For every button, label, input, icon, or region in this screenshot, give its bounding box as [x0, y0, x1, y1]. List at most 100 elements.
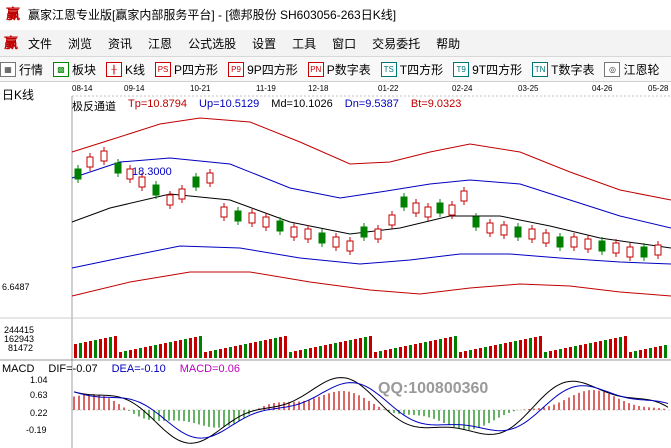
tn-icon: TN — [532, 61, 549, 77]
volume-bar — [394, 348, 397, 358]
app-logo-icon: 赢 — [6, 6, 20, 22]
macd-axis-4: -0.19 — [26, 425, 47, 435]
volume-bar — [639, 350, 642, 358]
date-label: 11-19 — [256, 84, 276, 93]
macd-value: MACD=0.06 — [179, 363, 240, 375]
date-label: 04-26 — [592, 84, 613, 93]
indicator-name: 极反通道 — [72, 101, 116, 113]
volume-bar — [604, 340, 607, 358]
kline-chart[interactable] — [0, 82, 671, 448]
date-label: 10-21 — [190, 84, 211, 93]
volume-bar — [589, 343, 592, 358]
volume-bar — [524, 339, 527, 358]
macd-dea-line — [73, 382, 669, 439]
volume-bar — [614, 338, 617, 358]
toolbar-gann-wheel-button[interactable]: ◎ 江恩轮 — [604, 61, 659, 78]
toolbar-kline-button[interactable]: ╫ K线 — [106, 61, 145, 78]
volume-bar — [379, 351, 382, 358]
volume-bar — [374, 352, 377, 358]
candle-body — [138, 176, 146, 188]
toolbar-p-table-button[interactable]: PN P数字表 — [307, 61, 371, 78]
volume-bar — [564, 348, 567, 358]
date-label: 09-14 — [124, 84, 145, 93]
volume-bar — [144, 347, 147, 358]
volume-bar — [214, 350, 217, 358]
volume-bar — [549, 351, 552, 358]
candle-body — [460, 190, 468, 202]
volume-bar — [239, 345, 242, 358]
volume-bar — [484, 347, 487, 358]
volume-bar — [184, 339, 187, 358]
candle-body — [556, 236, 564, 248]
macd-name: MACD — [2, 363, 35, 375]
menu-browse[interactable]: 浏览 — [68, 36, 93, 51]
date-label: 03-25 — [518, 84, 539, 93]
toolbar-quotes-button[interactable]: ▦ 行情 — [0, 61, 43, 78]
candle-body — [654, 244, 662, 256]
candle-body — [126, 168, 134, 180]
macd-dif-line — [73, 377, 669, 444]
window-title: 赢家江恩专业版[赢家内部服务平台] - [德邦股份 SH603056-263日K… — [28, 7, 397, 22]
band-lower-line — [71, 245, 671, 269]
volume-bar — [104, 338, 107, 358]
volume-bar — [429, 341, 432, 358]
candle-body — [290, 226, 298, 238]
candle-body — [640, 246, 648, 258]
volume-bar — [559, 349, 562, 358]
menu-gann[interactable]: 江恩 — [148, 36, 173, 51]
toolbar-t-table-button[interactable]: TN T数字表 — [532, 61, 594, 78]
volume-bar — [359, 338, 362, 358]
volume-bar — [99, 339, 102, 358]
volume-bar — [329, 344, 332, 358]
menu-info[interactable]: 资讯 — [108, 36, 133, 51]
menu-settings[interactable]: 设置 — [252, 36, 277, 51]
date-label: 08-14 — [72, 84, 93, 93]
volume-bar — [194, 337, 197, 358]
volume-axis-mid: 162943 — [4, 334, 35, 344]
volume-bar — [294, 351, 297, 358]
candle-body — [152, 184, 160, 196]
volume-bar — [249, 343, 252, 358]
toolbar-9p-square-button[interactable]: P9 9P四方形 — [228, 61, 298, 78]
toolbar-p-square-button[interactable]: PS P四方形 — [155, 61, 218, 78]
volume-bar — [624, 336, 627, 358]
volume-bar — [354, 339, 357, 358]
menu-file[interactable]: 文件 — [28, 36, 53, 51]
menu-window[interactable]: 窗口 — [332, 36, 357, 51]
volume-bar — [314, 347, 317, 358]
band-lower-outer-line — [71, 271, 671, 297]
volume-bar — [109, 337, 112, 358]
volume-bar — [324, 345, 327, 358]
band-upper-line — [71, 157, 671, 229]
candle-body — [424, 206, 432, 218]
indicator-bt: Bt=9.0323 — [410, 98, 462, 110]
volume-bar — [659, 346, 662, 358]
volume-bar — [279, 337, 282, 358]
volume-bar — [174, 341, 177, 358]
indicator-up: Up=10.5129 — [199, 98, 260, 110]
volume-bar — [459, 352, 462, 358]
volume-bar — [554, 350, 557, 358]
title-bar: 赢 赢家江恩专业版[赢家内部服务平台] - [德邦股份 SH603056-263… — [0, 0, 671, 28]
toolbar-t-square-button[interactable]: TS T四方形 — [380, 61, 443, 78]
volume-bar — [209, 351, 212, 358]
candle-body — [570, 236, 578, 248]
menu-tools[interactable]: 工具 — [292, 36, 317, 51]
volume-bar — [139, 348, 142, 358]
toolbar-sector-button[interactable]: ▩ 板块 — [53, 61, 96, 78]
volume-bar — [164, 343, 167, 358]
menu-formula[interactable]: 公式选股 — [188, 36, 237, 51]
menu-help[interactable]: 帮助 — [436, 36, 461, 51]
candle-body — [332, 236, 340, 248]
volume-bar — [339, 342, 342, 358]
volume-bar — [424, 342, 427, 358]
menu-trade[interactable]: 交易委托 — [372, 36, 421, 51]
candle-body — [412, 202, 420, 214]
pn-icon: PN — [307, 61, 324, 77]
volume-bar — [344, 341, 347, 358]
candle-body — [114, 162, 122, 174]
toolbar-9t-square-button[interactable]: T9 9T四方形 — [453, 61, 522, 78]
chart-area[interactable]: 日K线 08-14 09-14 10-21 11-19 12-18 01-22 … — [0, 82, 671, 448]
volume-bar — [119, 352, 122, 358]
candle-body — [166, 194, 174, 206]
